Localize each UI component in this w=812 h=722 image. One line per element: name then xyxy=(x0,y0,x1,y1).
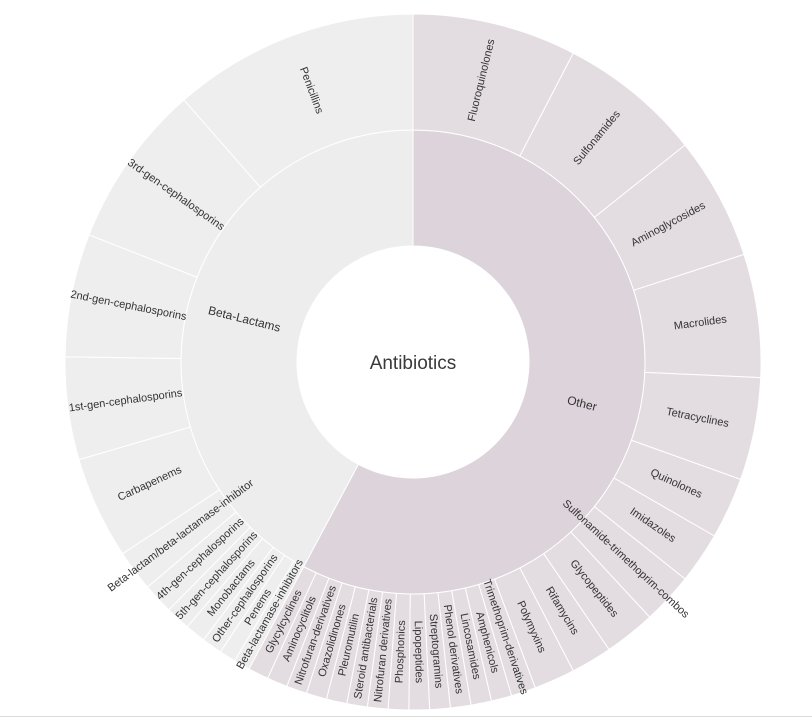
arc-penicillins[interactable] xyxy=(183,13,414,188)
center-label: Antibiotics xyxy=(370,353,457,374)
label-streptogramins: Streptogramins xyxy=(427,613,445,689)
label-lipopeptides: Lipopeptides xyxy=(412,621,425,684)
bottom-divider xyxy=(0,716,812,717)
label-phosphonics: Phosphonics xyxy=(393,620,408,684)
arcs-layer xyxy=(64,13,762,711)
